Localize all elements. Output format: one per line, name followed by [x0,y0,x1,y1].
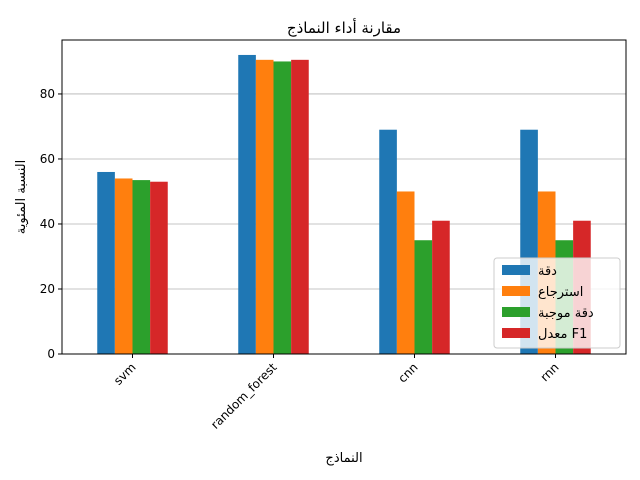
y-axis-label: النسبة المئوية [14,160,29,234]
legend-box [493,257,621,349]
y-tick-label: 40 [40,217,55,231]
bar [379,129,397,354]
legend-label: دقة موجبة [538,306,594,321]
legend-swatch [502,307,530,317]
legend-label: دقة [538,264,557,279]
bar [291,59,309,354]
y-tick-label: 20 [40,282,55,296]
plot-frame [61,39,627,355]
legend-label: استرجاع [538,285,583,300]
legend-label: معدل F1 [538,327,587,342]
legend: دقة استرجاع دقة موجبة معدل F1 [493,257,621,349]
bar [238,54,256,354]
bar [396,191,415,354]
y-axis: 0 20 40 60 80 [40,87,62,361]
legend-swatch [502,265,530,275]
y-tick-label: 0 [47,347,55,361]
x-axis-label: النماذج [325,451,362,466]
bar [414,240,433,354]
bar [255,59,274,354]
y-tick-label: 60 [40,152,55,166]
bar [273,61,292,354]
bar [150,181,168,354]
bar [432,220,450,354]
bar [114,178,133,354]
chart-title: مقارنة أداء النماذج [287,18,401,38]
bar [132,180,151,354]
legend-swatch [502,328,530,338]
y-tick-label: 80 [40,87,55,101]
legend-swatch [502,286,530,296]
bar [97,171,115,354]
